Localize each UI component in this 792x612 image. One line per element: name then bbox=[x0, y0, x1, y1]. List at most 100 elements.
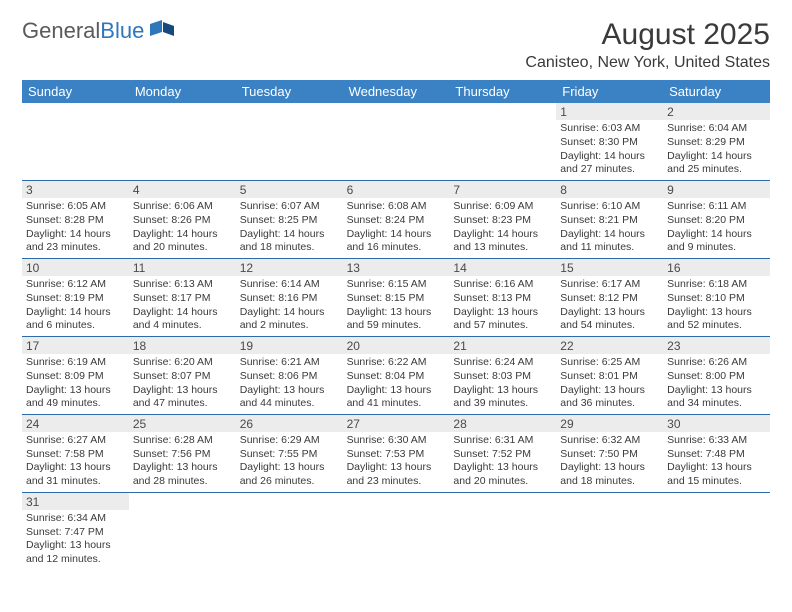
calendar-cell: 15Sunrise: 6:17 AMSunset: 8:12 PMDayligh… bbox=[556, 259, 663, 336]
calendar-cell-empty bbox=[236, 103, 343, 180]
calendar-cell: 8Sunrise: 6:10 AMSunset: 8:21 PMDaylight… bbox=[556, 181, 663, 258]
calendar-cell: 21Sunrise: 6:24 AMSunset: 8:03 PMDayligh… bbox=[449, 337, 556, 414]
calendar-cell: 1Sunrise: 6:03 AMSunset: 8:30 PMDaylight… bbox=[556, 103, 663, 180]
day-details: Sunrise: 6:34 AMSunset: 7:47 PMDaylight:… bbox=[22, 510, 129, 570]
day-details: Sunrise: 6:24 AMSunset: 8:03 PMDaylight:… bbox=[449, 354, 556, 414]
day-number: 2 bbox=[663, 103, 770, 120]
sunrise-line: Sunrise: 6:04 AM bbox=[667, 122, 766, 136]
calendar-cell-empty bbox=[129, 493, 236, 570]
daylight-line: Daylight: 14 hours and 27 minutes. bbox=[560, 150, 659, 177]
calendar-row: 10Sunrise: 6:12 AMSunset: 8:19 PMDayligh… bbox=[22, 259, 770, 337]
day-number: 21 bbox=[449, 337, 556, 354]
sunrise-line: Sunrise: 6:17 AM bbox=[560, 278, 659, 292]
calendar-cell: 28Sunrise: 6:31 AMSunset: 7:52 PMDayligh… bbox=[449, 415, 556, 492]
sunset-line: Sunset: 8:17 PM bbox=[133, 292, 232, 306]
day-details: Sunrise: 6:33 AMSunset: 7:48 PMDaylight:… bbox=[663, 432, 770, 492]
logo: GeneralBlue bbox=[22, 18, 176, 44]
sunset-line: Sunset: 7:52 PM bbox=[453, 448, 552, 462]
day-number: 25 bbox=[129, 415, 236, 432]
day-details: Sunrise: 6:31 AMSunset: 7:52 PMDaylight:… bbox=[449, 432, 556, 492]
daylight-line: Daylight: 14 hours and 23 minutes. bbox=[26, 228, 125, 255]
sunset-line: Sunset: 8:28 PM bbox=[26, 214, 125, 228]
daylight-line: Daylight: 14 hours and 13 minutes. bbox=[453, 228, 552, 255]
day-number: 22 bbox=[556, 337, 663, 354]
day-number: 10 bbox=[22, 259, 129, 276]
sunrise-line: Sunrise: 6:20 AM bbox=[133, 356, 232, 370]
day-details: Sunrise: 6:28 AMSunset: 7:56 PMDaylight:… bbox=[129, 432, 236, 492]
daylight-line: Daylight: 13 hours and 36 minutes. bbox=[560, 384, 659, 411]
daylight-line: Daylight: 13 hours and 31 minutes. bbox=[26, 461, 125, 488]
calendar-row: 3Sunrise: 6:05 AMSunset: 8:28 PMDaylight… bbox=[22, 181, 770, 259]
day-number: 31 bbox=[22, 493, 129, 510]
day-number: 23 bbox=[663, 337, 770, 354]
calendar-cell: 4Sunrise: 6:06 AMSunset: 8:26 PMDaylight… bbox=[129, 181, 236, 258]
calendar-cell: 11Sunrise: 6:13 AMSunset: 8:17 PMDayligh… bbox=[129, 259, 236, 336]
daylight-line: Daylight: 13 hours and 23 minutes. bbox=[347, 461, 446, 488]
logo-text: GeneralBlue bbox=[22, 18, 144, 44]
calendar-cell: 30Sunrise: 6:33 AMSunset: 7:48 PMDayligh… bbox=[663, 415, 770, 492]
day-details: Sunrise: 6:06 AMSunset: 8:26 PMDaylight:… bbox=[129, 198, 236, 258]
day-number: 27 bbox=[343, 415, 450, 432]
day-number: 7 bbox=[449, 181, 556, 198]
day-number: 6 bbox=[343, 181, 450, 198]
day-details: Sunrise: 6:14 AMSunset: 8:16 PMDaylight:… bbox=[236, 276, 343, 336]
daylight-line: Daylight: 14 hours and 20 minutes. bbox=[133, 228, 232, 255]
day-number: 3 bbox=[22, 181, 129, 198]
weekday-header: Monday bbox=[129, 80, 236, 103]
header: GeneralBlue August 2025 Canisteo, New Yo… bbox=[22, 18, 770, 72]
sunset-line: Sunset: 8:20 PM bbox=[667, 214, 766, 228]
daylight-line: Daylight: 13 hours and 44 minutes. bbox=[240, 384, 339, 411]
daylight-line: Daylight: 13 hours and 49 minutes. bbox=[26, 384, 125, 411]
sunrise-line: Sunrise: 6:07 AM bbox=[240, 200, 339, 214]
day-details: Sunrise: 6:21 AMSunset: 8:06 PMDaylight:… bbox=[236, 354, 343, 414]
calendar-cell-empty bbox=[22, 103, 129, 180]
day-number: 1 bbox=[556, 103, 663, 120]
sunset-line: Sunset: 7:56 PM bbox=[133, 448, 232, 462]
day-details: Sunrise: 6:25 AMSunset: 8:01 PMDaylight:… bbox=[556, 354, 663, 414]
daylight-line: Daylight: 14 hours and 11 minutes. bbox=[560, 228, 659, 255]
calendar-header-row: SundayMondayTuesdayWednesdayThursdayFrid… bbox=[22, 80, 770, 103]
logo-text-2: Blue bbox=[100, 18, 144, 43]
daylight-line: Daylight: 13 hours and 15 minutes. bbox=[667, 461, 766, 488]
sunset-line: Sunset: 8:26 PM bbox=[133, 214, 232, 228]
daylight-line: Daylight: 13 hours and 59 minutes. bbox=[347, 306, 446, 333]
calendar-cell: 17Sunrise: 6:19 AMSunset: 8:09 PMDayligh… bbox=[22, 337, 129, 414]
calendar-cell: 16Sunrise: 6:18 AMSunset: 8:10 PMDayligh… bbox=[663, 259, 770, 336]
calendar-cell: 14Sunrise: 6:16 AMSunset: 8:13 PMDayligh… bbox=[449, 259, 556, 336]
sunset-line: Sunset: 8:00 PM bbox=[667, 370, 766, 384]
day-details: Sunrise: 6:20 AMSunset: 8:07 PMDaylight:… bbox=[129, 354, 236, 414]
day-number: 28 bbox=[449, 415, 556, 432]
day-number: 30 bbox=[663, 415, 770, 432]
day-details: Sunrise: 6:16 AMSunset: 8:13 PMDaylight:… bbox=[449, 276, 556, 336]
day-details: Sunrise: 6:12 AMSunset: 8:19 PMDaylight:… bbox=[22, 276, 129, 336]
calendar-cell: 18Sunrise: 6:20 AMSunset: 8:07 PMDayligh… bbox=[129, 337, 236, 414]
flag-icon bbox=[150, 20, 176, 43]
daylight-line: Daylight: 13 hours and 20 minutes. bbox=[453, 461, 552, 488]
daylight-line: Daylight: 14 hours and 6 minutes. bbox=[26, 306, 125, 333]
calendar-cell: 13Sunrise: 6:15 AMSunset: 8:15 PMDayligh… bbox=[343, 259, 450, 336]
calendar-cell: 7Sunrise: 6:09 AMSunset: 8:23 PMDaylight… bbox=[449, 181, 556, 258]
sunrise-line: Sunrise: 6:25 AM bbox=[560, 356, 659, 370]
sunrise-line: Sunrise: 6:34 AM bbox=[26, 512, 125, 526]
calendar-cell: 2Sunrise: 6:04 AMSunset: 8:29 PMDaylight… bbox=[663, 103, 770, 180]
calendar-cell-empty bbox=[343, 493, 450, 570]
sunset-line: Sunset: 8:21 PM bbox=[560, 214, 659, 228]
sunrise-line: Sunrise: 6:30 AM bbox=[347, 434, 446, 448]
day-details: Sunrise: 6:27 AMSunset: 7:58 PMDaylight:… bbox=[22, 432, 129, 492]
sunset-line: Sunset: 8:16 PM bbox=[240, 292, 339, 306]
month-title: August 2025 bbox=[525, 18, 770, 52]
day-number: 24 bbox=[22, 415, 129, 432]
sunrise-line: Sunrise: 6:21 AM bbox=[240, 356, 339, 370]
calendar-row: 17Sunrise: 6:19 AMSunset: 8:09 PMDayligh… bbox=[22, 337, 770, 415]
daylight-line: Daylight: 13 hours and 41 minutes. bbox=[347, 384, 446, 411]
day-number: 5 bbox=[236, 181, 343, 198]
daylight-line: Daylight: 14 hours and 4 minutes. bbox=[133, 306, 232, 333]
sunrise-line: Sunrise: 6:24 AM bbox=[453, 356, 552, 370]
sunrise-line: Sunrise: 6:05 AM bbox=[26, 200, 125, 214]
day-number: 16 bbox=[663, 259, 770, 276]
calendar-cell: 9Sunrise: 6:11 AMSunset: 8:20 PMDaylight… bbox=[663, 181, 770, 258]
day-number: 4 bbox=[129, 181, 236, 198]
calendar-row: 24Sunrise: 6:27 AMSunset: 7:58 PMDayligh… bbox=[22, 415, 770, 493]
sunset-line: Sunset: 8:10 PM bbox=[667, 292, 766, 306]
day-number: 8 bbox=[556, 181, 663, 198]
